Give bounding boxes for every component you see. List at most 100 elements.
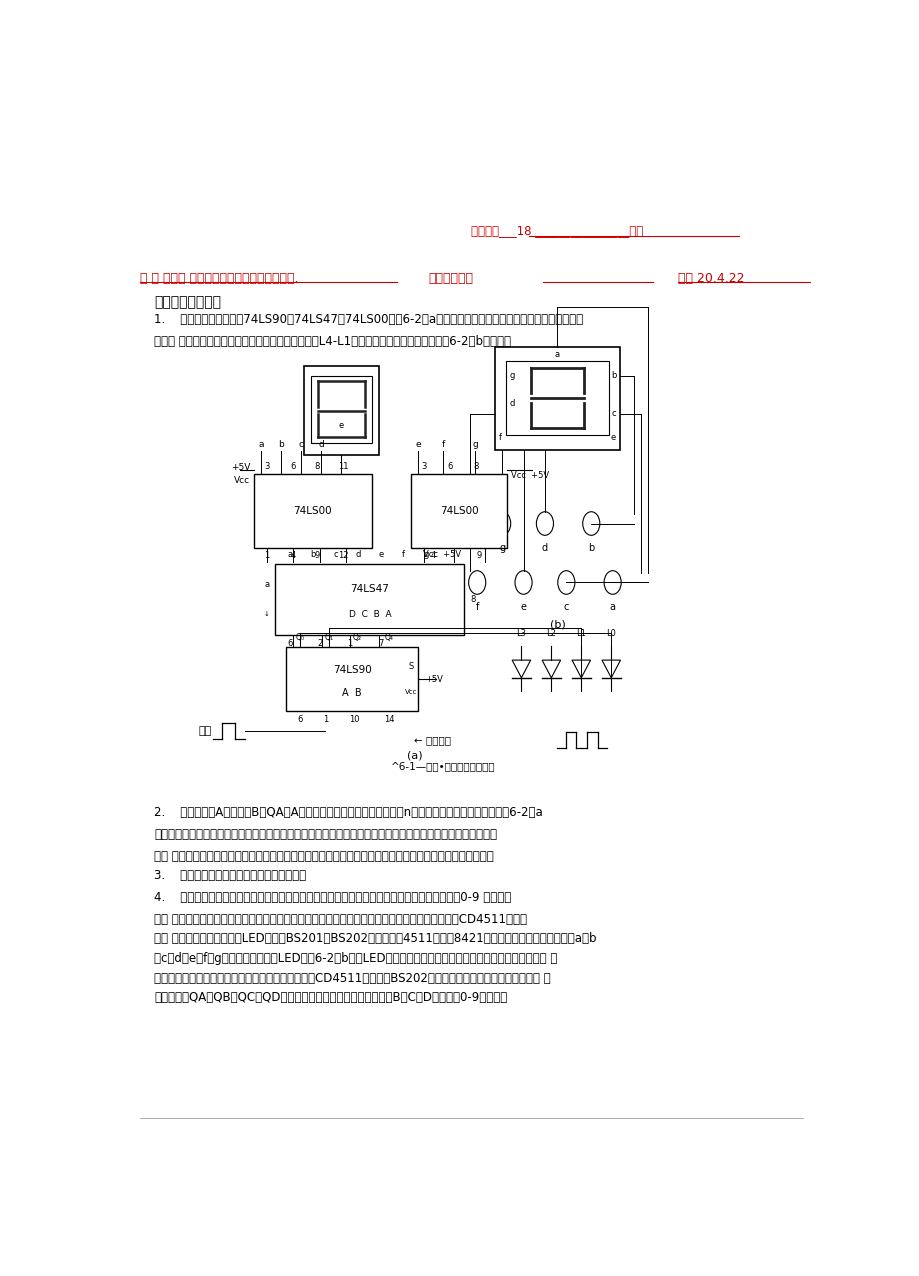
Text: f: f xyxy=(441,440,444,449)
Text: 7: 7 xyxy=(378,639,383,648)
Text: 2: 2 xyxy=(317,639,322,648)
Text: a: a xyxy=(258,440,264,449)
Bar xyxy=(254,475,371,549)
Text: 1: 1 xyxy=(264,551,269,560)
Text: Q₁: Q₁ xyxy=(324,633,333,642)
Bar xyxy=(411,475,506,549)
Text: e: e xyxy=(610,433,616,441)
Text: e: e xyxy=(520,602,526,612)
Text: d: d xyxy=(509,399,514,408)
Text: 1: 1 xyxy=(346,639,352,648)
Text: 8: 8 xyxy=(313,462,319,471)
Bar xyxy=(275,564,464,634)
Text: g: g xyxy=(498,544,505,554)
Text: c: c xyxy=(299,440,303,449)
Text: 4.    二十进制译码器用于将二十进制代码译成十进制的数，去驱动十进制的数字显示器件，显示0-9 十个数字: 4. 二十进制译码器用于将二十进制代码译成十进制的数，去驱动十进制的数字显示器件… xyxy=(154,891,511,903)
Text: L2: L2 xyxy=(546,629,556,638)
Text: b: b xyxy=(310,550,315,559)
Text: 3.    经指导教师检查结果认可后，方可拆线。: 3. 经指导教师检查结果认可后，方可拆线。 xyxy=(154,869,306,883)
Text: 日期 20.4.22: 日期 20.4.22 xyxy=(677,272,744,285)
Text: Q₂: Q₂ xyxy=(353,633,361,642)
Text: d: d xyxy=(355,550,360,559)
Text: +5V: +5V xyxy=(231,463,250,472)
Text: 器的输出端QA、QB、QC、QD直接连接到译码器的相应输入端入、B、C、D即可显示0-9个数器。: 器的输出端QA、QB、QC、QD直接连接到译码器的相应输入端入、B、C、D即可显… xyxy=(154,991,507,1004)
Text: f: f xyxy=(498,433,501,441)
Text: 姓名（学号）: 姓名（学号） xyxy=(428,272,473,285)
Text: f: f xyxy=(402,550,405,559)
Text: ^6-1—位十•进制计舞器实验图: ^6-1—位十•进制计舞器实验图 xyxy=(391,762,494,771)
Text: 6: 6 xyxy=(287,639,292,648)
Text: Vcc: Vcc xyxy=(234,476,250,485)
Text: 1: 1 xyxy=(323,715,327,723)
Text: L0: L0 xyxy=(606,629,616,638)
Text: 2.    计数脉冲从A端输入，B接QA。A端接连续脉冲（本实验数字箱里为n「）。清零端接正脉冲。其中图6-2（a: 2. 计数脉冲从A端输入，B接QA。A端接连续脉冲（本实验数字箱里为n「）。清零… xyxy=(154,806,542,819)
Text: 4: 4 xyxy=(431,551,436,560)
Text: 阴极 显示器，可以与磷硫化LED数码管BS201或BS202配合使用，4511可以把8421编码的二进制数译成七段输出a、b: 阴极 显示器，可以与磷硫化LED数码管BS201或BS202配合使用，4511可… xyxy=(154,933,596,946)
Text: e: e xyxy=(338,421,344,430)
Text: 1.    在实验箱中集成芯片74LS90、74LS47、74LS00按图6-2（a）所示接线连接，（结合集成块引脚）用导线接: 1. 在实验箱中集成芯片74LS90、74LS47、74LS00按图6-2（a）… xyxy=(154,314,583,327)
Text: e: e xyxy=(414,440,420,449)
Text: 10: 10 xyxy=(348,715,358,723)
Text: 专业班次___18 ________________组别: 专业班次___18 ________________组别 xyxy=(471,223,643,237)
Text: 6: 6 xyxy=(447,462,452,471)
Text: 74LS00: 74LS00 xyxy=(439,507,478,517)
Text: g: g xyxy=(424,550,429,559)
Text: b: b xyxy=(587,544,594,554)
Bar xyxy=(286,647,417,711)
Text: 清零: 清零 xyxy=(198,726,211,736)
Text: ↓: ↓ xyxy=(264,611,269,616)
Bar xyxy=(311,376,371,443)
Text: (b): (b) xyxy=(549,620,564,630)
Text: 74LS90: 74LS90 xyxy=(333,665,371,675)
Text: ）电路中四个发光二极管共阴部分的电阻，在实验箱内已经接好，不需另接。接线完毕，详细检查是否正确后，: ）电路中四个发光二极管共阴部分的电阻，在实验箱内已经接好，不需另接。接线完毕，详… xyxy=(154,828,496,841)
Text: 4: 4 xyxy=(290,551,296,560)
Text: 11: 11 xyxy=(337,462,348,471)
Text: D  C  B  A: D C B A xyxy=(348,610,391,619)
Text: 3: 3 xyxy=(421,462,425,471)
Text: a: a xyxy=(287,550,292,559)
Text: c: c xyxy=(563,602,568,612)
Text: Q₄: Q₄ xyxy=(385,633,393,642)
Text: g: g xyxy=(471,440,478,449)
Text: 9: 9 xyxy=(313,551,319,560)
Text: a: a xyxy=(554,350,560,359)
Text: S: S xyxy=(408,662,413,671)
Text: 6: 6 xyxy=(290,462,296,471)
Text: b: b xyxy=(278,440,284,449)
Text: 3: 3 xyxy=(264,462,269,471)
Text: (a): (a) xyxy=(406,750,422,760)
Text: g: g xyxy=(509,371,514,380)
Text: a: a xyxy=(609,602,615,612)
Text: Vcc: Vcc xyxy=(404,689,416,695)
Text: 合上 电源开关，按一下清零按钮，观察数码管（十进制数）及电平指示（二进制信号）是否按加法计数显示。: 合上 电源开关，按一下清零按钮，观察数码管（十进制数）及电平指示（二进制信号）是… xyxy=(154,850,494,863)
Text: b: b xyxy=(610,371,616,380)
Text: 题 目 实验二 计数、译码、显示综合实验电路.: 题 目 实验二 计数、译码、显示综合实验电路. xyxy=(140,272,298,285)
Text: A  B: A B xyxy=(342,688,361,698)
Text: c: c xyxy=(611,410,616,419)
Text: 9: 9 xyxy=(475,551,481,560)
Text: 74LS47: 74LS47 xyxy=(350,583,389,593)
Text: Vcc  +5V: Vcc +5V xyxy=(422,550,460,559)
Bar xyxy=(303,366,379,454)
Text: 实验内容和步骤：: 实验内容和步骤： xyxy=(154,296,221,310)
Text: 成一位 十进制计数器。并接上实验箱中的电平指示去L4-L1和数码管显示。数码管引脚如图6-2（b）所示。: 成一位 十进制计数器。并接上实验箱中的电平指示去L4-L1和数码管显示。数码管引… xyxy=(154,334,511,348)
Text: a: a xyxy=(265,581,269,590)
Text: Vcc  +5V: Vcc +5V xyxy=(510,471,549,481)
Text: d: d xyxy=(541,544,548,554)
Text: L3: L3 xyxy=(516,629,526,638)
Text: +5V: +5V xyxy=(425,675,443,684)
Text: 8: 8 xyxy=(473,462,479,471)
Text: 、译码、显示的结构框图。在实验箱上已完成了译码CD4511和显示器BS202之间的连接，实验时只要将十进制计 数: 、译码、显示的结构框图。在实验箱上已完成了译码CD4511和显示器BS202之间… xyxy=(154,971,550,985)
Text: L1: L1 xyxy=(575,629,585,638)
Text: 8: 8 xyxy=(470,595,475,604)
Text: ，由 于各种数字显示器件的工作方式不同，因而对译码器的要求也不一样。中规模集成七段译码器CD4511用于共: ，由 于各种数字显示器件的工作方式不同，因而对译码器的要求也不一样。中规模集成七… xyxy=(154,912,527,925)
Text: ← 计数脉冲: ← 计数脉冲 xyxy=(414,735,451,745)
Text: 、c、d、e、f、g，用以驱动共阴极LED。图6-2（b）为LED七个字段显示示意图。下图为二位十进制计数器的计 数: 、c、d、e、f、g，用以驱动共阴极LED。图6-2（b）为LED七个字段显示示… xyxy=(154,952,557,965)
Text: 74LS00: 74LS00 xyxy=(293,507,332,517)
Bar xyxy=(505,361,608,435)
Text: c: c xyxy=(333,550,337,559)
Text: e: e xyxy=(378,550,383,559)
Text: f: f xyxy=(475,602,479,612)
Bar xyxy=(494,347,619,450)
Text: 6: 6 xyxy=(298,715,302,723)
